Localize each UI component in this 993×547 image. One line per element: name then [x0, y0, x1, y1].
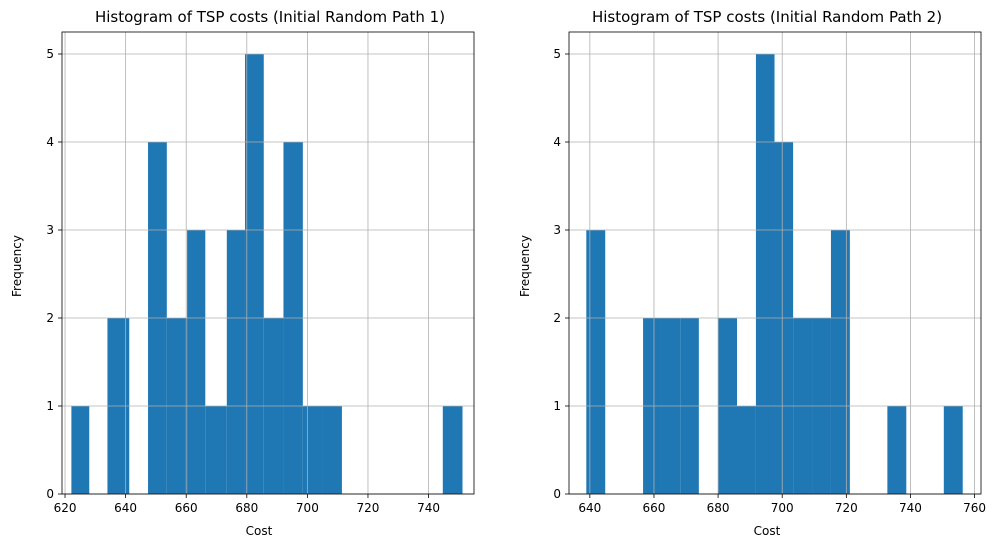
axes-frame — [568, 31, 982, 495]
y-tick-label: 5 — [46, 47, 54, 61]
histogram-bar — [244, 54, 264, 494]
x-tick-label: 680 — [707, 501, 730, 515]
chart-title: Histogram of TSP costs (Initial Random P… — [95, 8, 445, 26]
histogram-bar — [755, 54, 775, 494]
y-axis-label: Frequency — [10, 235, 24, 297]
y-tick-label: 0 — [553, 487, 561, 501]
histogram-bar — [586, 230, 606, 494]
x-tick-label: 760 — [963, 501, 986, 515]
x-tick-label: 640 — [578, 501, 601, 515]
x-axis-label: Cost — [754, 524, 781, 538]
x-tick-label: 620 — [54, 501, 77, 515]
y-axis-label: Frequency — [518, 235, 532, 297]
histogram-bar — [830, 230, 850, 494]
histogram-bar — [71, 406, 90, 494]
x-tick-label: 640 — [114, 501, 137, 515]
y-tick-label: 0 — [46, 487, 54, 501]
x-tick-label: 740 — [417, 501, 440, 515]
x-tick-label: 680 — [235, 501, 258, 515]
histogram-bar — [226, 230, 245, 494]
plot-area: 640 660 680 700 720 740 760 0 1 2 3 4 5 — [553, 31, 986, 515]
y-tick-label: 2 — [553, 311, 561, 325]
x-tick-label: 740 — [899, 501, 922, 515]
y-tick-label: 4 — [553, 135, 561, 149]
histogram-bar — [322, 406, 342, 494]
histogram-panel-1: 620 640 660 680 700 720 740 0 1 2 3 4 5 Histogram of… — [10, 8, 475, 538]
x-tick-label: 720 — [835, 501, 858, 515]
histogram-bar — [205, 406, 227, 494]
y-tick-label: 5 — [553, 47, 561, 61]
histogram-bar — [943, 406, 963, 494]
y-tick-label: 4 — [46, 135, 54, 149]
histogram-bar — [187, 230, 206, 494]
histogram-bar — [302, 406, 323, 494]
x-tick-label: 660 — [175, 501, 198, 515]
x-tick-label: 660 — [643, 501, 666, 515]
x-tick-label: 700 — [771, 501, 794, 515]
histogram-bar — [887, 406, 907, 494]
y-tick-label: 3 — [553, 223, 561, 237]
y-tick-label: 2 — [46, 311, 54, 325]
histogram-panel-2: 640 660 680 700 720 740 760 0 1 2 3 4 5 Histogram of… — [518, 8, 986, 538]
x-axis-label: Cost — [246, 524, 273, 538]
histogram-bar — [442, 406, 463, 494]
plot-area: 620 640 660 680 700 720 740 0 1 2 3 4 5 — [46, 31, 475, 515]
chart-title: Histogram of TSP costs (Initial Random P… — [592, 8, 942, 26]
histogram-bar — [737, 406, 756, 494]
x-tick-label: 700 — [296, 501, 319, 515]
x-tick-label: 720 — [357, 501, 380, 515]
y-tick-label: 3 — [46, 223, 54, 237]
y-tick-label: 1 — [46, 399, 54, 413]
y-tick-label: 1 — [553, 399, 561, 413]
axes-frame — [61, 31, 475, 495]
